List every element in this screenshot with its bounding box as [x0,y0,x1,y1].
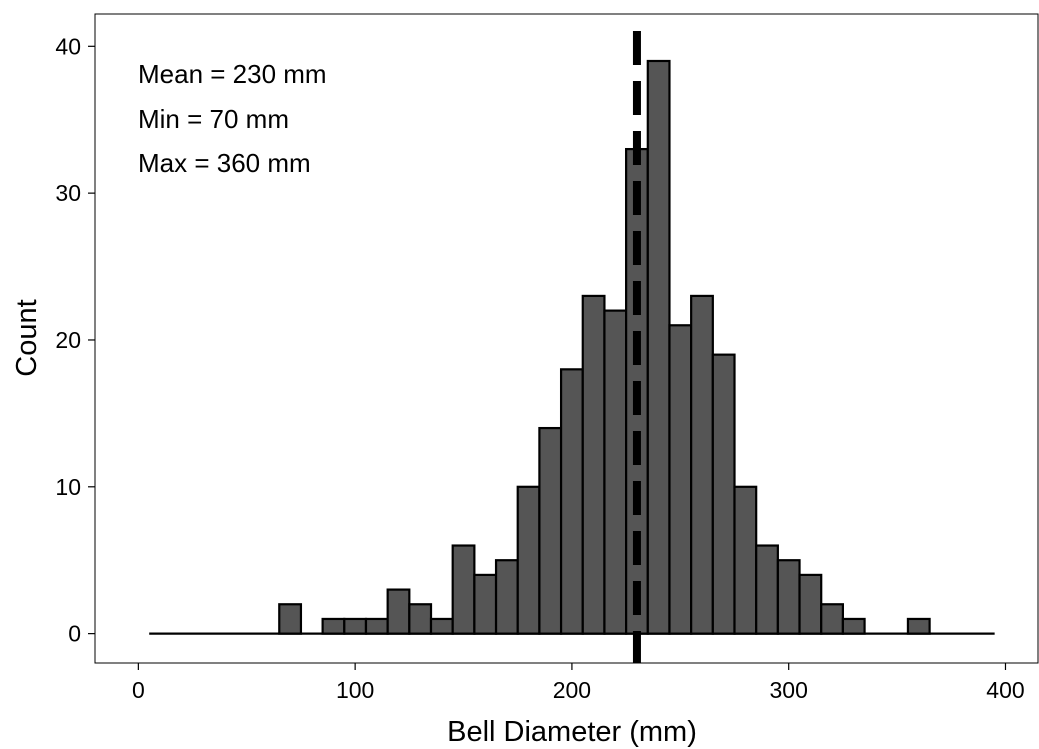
x-tick-label-3: 300 [770,677,808,703]
x-tick-label-4: 400 [986,677,1024,703]
histogram-bar-8 [321,617,346,635]
histogram-bar-20 [581,294,606,635]
y-tick-label-0: 0 [68,621,81,647]
histogram-bar-11 [386,588,411,635]
histogram-bar-29 [776,559,801,635]
histogram-bar-14 [451,544,476,635]
histogram-bar-23 [646,59,671,635]
x-axis: 0 100 200 300 400 [132,663,1025,703]
x-axis-title: Bell Diameter (mm) [447,716,697,748]
x-tick-label-1: 100 [336,677,374,703]
histogram-bars [149,59,995,635]
histogram-bar-31 [820,603,844,635]
histogram-bar-21 [603,309,628,635]
histogram-bar-18 [538,426,563,635]
plot-panel-border [94,13,1039,664]
y-tick-label-2: 20 [55,327,81,353]
x-tick-label-0: 0 [132,677,145,703]
histogram-bar-16 [494,559,519,635]
histogram-bar-26 [711,353,736,635]
histogram-bar-10 [364,617,389,635]
y-tick-label-4: 40 [55,33,81,59]
histogram-bar-13 [429,617,454,635]
histogram-bar-28 [755,544,779,635]
histogram-bar-15 [473,573,498,635]
y-axis: 0 10 20 30 40 [55,33,95,647]
y-tick-label-1: 10 [55,474,81,500]
y-axis-title: Count [11,299,43,376]
histogram-bar-30 [798,573,823,635]
histogram-bar-6 [278,603,303,635]
histogram-bar-9 [343,617,368,635]
histogram-bar-25 [690,294,714,635]
annotation-min: Min = 70 mm [138,104,289,134]
annotation-max: Max = 360 mm [138,148,311,178]
histogram-bar-17 [516,485,541,635]
histogram-bar-35 [906,617,931,635]
y-tick-label-3: 30 [55,180,81,206]
histogram-bar-24 [668,324,693,635]
histogram-bar-12 [408,603,433,635]
histogram-bar-27 [733,485,758,635]
histogram-bar-19 [559,368,584,635]
x-tick-label-2: 200 [553,677,591,703]
annotation-mean: Mean = 230 mm [138,59,327,89]
histogram-bar-32 [841,617,866,635]
